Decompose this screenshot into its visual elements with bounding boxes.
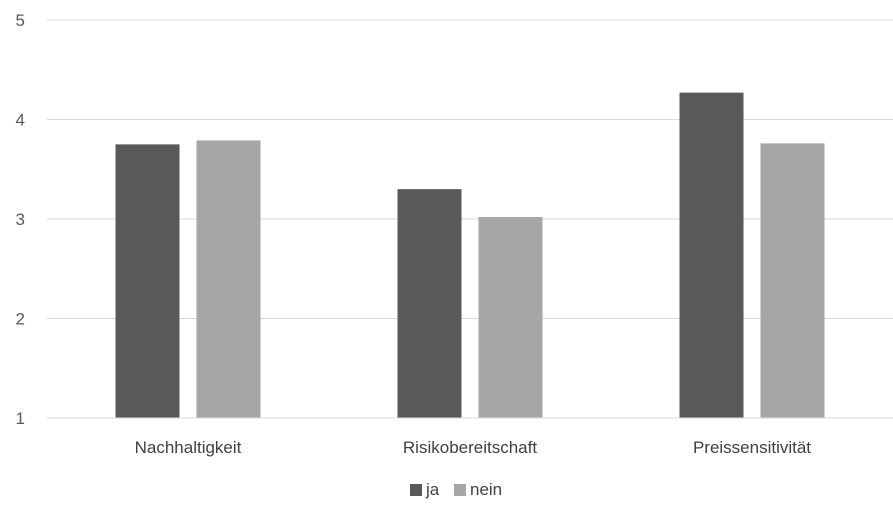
- bar-ja-0: [115, 144, 180, 418]
- y-tick-label: 2: [16, 310, 25, 329]
- legend-label-ja: ja: [425, 480, 440, 499]
- legend-label-nein: nein: [470, 480, 502, 499]
- category-labels: Nachhaltigkeit Risikobereitschaft Preissen…: [135, 438, 812, 457]
- legend-swatch-nein: [454, 484, 466, 496]
- x-category-label: Nachhaltigkeit: [135, 438, 242, 457]
- y-tick-label: 1: [16, 409, 25, 428]
- y-tick-label: 5: [16, 11, 25, 30]
- bars: [115, 92, 825, 418]
- legend-swatch-ja: [410, 484, 422, 496]
- legend: ja nein: [410, 480, 502, 499]
- x-category-label: Risikobereitschaft: [403, 438, 537, 457]
- bar-nein-0: [196, 140, 261, 418]
- gridlines: [47, 19, 893, 319]
- x-category-label: Preissensitivität: [693, 438, 811, 457]
- y-tick-label: 4: [16, 111, 25, 130]
- bar-nein-2: [760, 143, 825, 418]
- bar-ja-1: [397, 189, 462, 418]
- y-axis-ticks: 1 2 3 4 5: [16, 11, 25, 428]
- bar-ja-2: [679, 92, 744, 418]
- y-tick-label: 3: [16, 210, 25, 229]
- bar-nein-1: [478, 217, 543, 418]
